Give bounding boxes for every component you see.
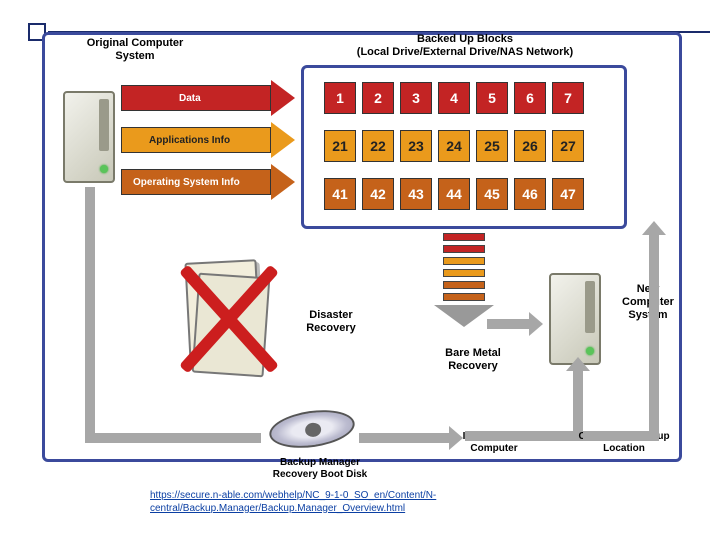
block-row-apps: 21 22 23 24 25 26 27 xyxy=(324,130,584,162)
red-x-icon xyxy=(169,255,285,383)
backed-up-blocks-box: 1 2 3 4 5 6 7 21 22 23 24 25 26 27 41 42… xyxy=(301,65,627,229)
block: 24 xyxy=(438,130,470,162)
original-computer-icon xyxy=(63,91,115,183)
bare-metal-arrow xyxy=(443,233,485,327)
arrow-data: Data xyxy=(121,85,295,111)
block: 7 xyxy=(552,82,584,114)
block: 45 xyxy=(476,178,508,210)
label-backed-up-blocks: Backed Up Blocks (Local Drive/External D… xyxy=(325,33,605,59)
block: 47 xyxy=(552,178,584,210)
diagram-frame: Original Computer System Backed Up Block… xyxy=(42,32,682,462)
block: 44 xyxy=(438,178,470,210)
arrow-os-label: Operating System Info xyxy=(133,177,240,188)
block: 46 xyxy=(514,178,546,210)
block: 41 xyxy=(324,178,356,210)
arrow-applications: Applications Info xyxy=(121,127,295,153)
block: 42 xyxy=(362,178,394,210)
block: 6 xyxy=(514,82,546,114)
path-bottom-3 xyxy=(465,431,583,441)
label-disaster-recovery: Disaster Recovery xyxy=(291,309,371,335)
path-left-down xyxy=(85,187,95,433)
block: 43 xyxy=(400,178,432,210)
path-bottom-1 xyxy=(85,433,261,443)
block: 2 xyxy=(362,82,394,114)
block: 4 xyxy=(438,82,470,114)
block: 22 xyxy=(362,130,394,162)
source-link[interactable]: https://secure.n-able.com/webhelp/NC_9-1… xyxy=(150,490,436,515)
backup-diagram: Original Computer System Backed Up Block… xyxy=(42,32,682,472)
path-bottom-2 xyxy=(359,433,449,443)
block-row-os: 41 42 43 44 45 46 47 xyxy=(324,178,584,210)
label-original-computer: Original Computer System xyxy=(75,37,195,63)
block-row-data: 1 2 3 4 5 6 7 xyxy=(324,82,584,114)
arrow-os: Operating System Info xyxy=(121,169,295,195)
block: 27 xyxy=(552,130,584,162)
disaster-crashed-icon xyxy=(167,255,287,385)
label-boot-disk: Backup Manager Recovery Boot Disk xyxy=(261,457,379,481)
block: 5 xyxy=(476,82,508,114)
label-bare-metal: Bare Metal Recovery xyxy=(423,347,523,373)
block: 1 xyxy=(324,82,356,114)
block: 23 xyxy=(400,130,432,162)
path-up-to-new xyxy=(573,371,583,431)
block: 3 xyxy=(400,82,432,114)
arrow-applications-label: Applications Info xyxy=(149,135,230,146)
arrow-data-label: Data xyxy=(179,93,201,104)
block: 26 xyxy=(514,130,546,162)
new-computer-icon xyxy=(549,273,601,365)
arrow-to-new-computer xyxy=(487,319,529,329)
block: 21 xyxy=(324,130,356,162)
boot-disk-icon xyxy=(269,411,355,455)
block: 25 xyxy=(476,130,508,162)
path-bottom-4 xyxy=(583,431,659,441)
path-right-up xyxy=(649,235,659,431)
label-new-computer: New Computer System xyxy=(615,283,681,323)
